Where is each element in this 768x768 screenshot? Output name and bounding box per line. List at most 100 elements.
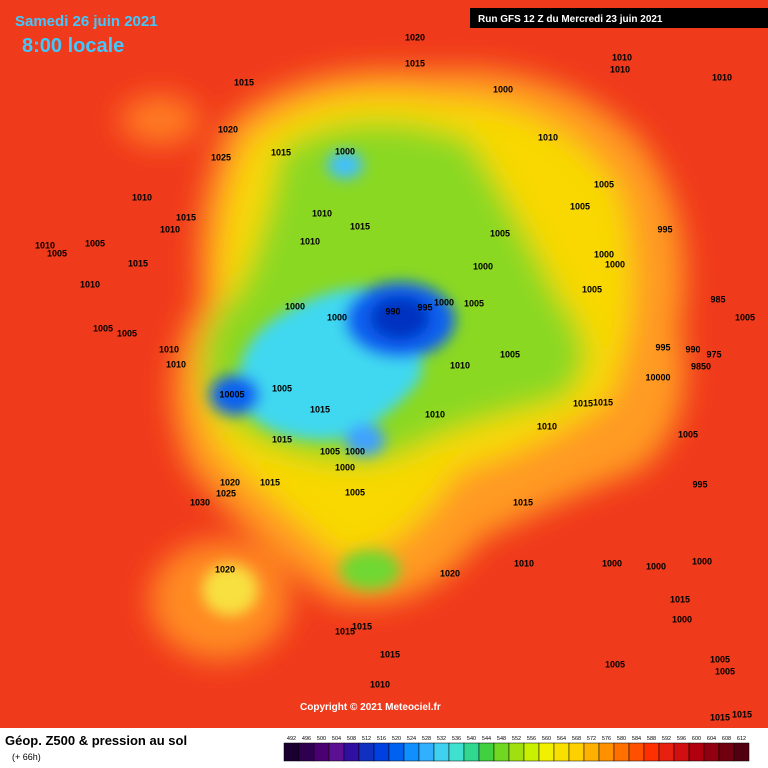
pressure-label: 1015 — [234, 77, 254, 87]
pressure-label: 1010 — [610, 64, 630, 74]
pressure-label: 995 — [692, 479, 707, 489]
run-info: Run GFS 12 Z du Mercredi 23 juin 2021 — [478, 14, 663, 25]
colorbar-label: 556 — [527, 736, 536, 742]
pressure-label: 1005 — [570, 201, 590, 211]
colorbar-label: 600 — [692, 736, 701, 742]
colorbar-swatch — [328, 742, 345, 762]
pressure-label: 9850 — [691, 361, 711, 371]
colorbar-swatch — [493, 742, 510, 762]
pressure-label: 1000 — [327, 312, 347, 322]
colorbar-label: 612 — [737, 736, 746, 742]
pressure-label: 1010 — [712, 72, 732, 82]
pressure-label: 1010 — [80, 279, 100, 289]
colorbar-label: 544 — [482, 736, 491, 742]
pressure-label: 985 — [710, 294, 725, 304]
pressure-label: 1015 — [271, 147, 291, 157]
colorbar-label: 572 — [587, 736, 596, 742]
footer-subtitle: (+ 66h) — [12, 752, 41, 762]
colorbar-swatch — [568, 742, 585, 762]
colorbar-swatch — [298, 742, 315, 762]
colorbar-swatch — [553, 742, 570, 762]
colorbar-label: 564 — [557, 736, 566, 742]
pressure-label: 1005 — [678, 429, 698, 439]
pressure-label: 1025 — [211, 152, 231, 162]
colorbar-label: 536 — [452, 736, 461, 742]
colorbar-swatch — [358, 742, 375, 762]
colorbar-swatch — [643, 742, 660, 762]
pressure-label: 1000 — [594, 249, 614, 259]
pressure-label: 1000 — [602, 558, 622, 568]
pressure-label: 1020 — [405, 32, 425, 42]
colorbar-label: 512 — [362, 736, 371, 742]
pressure-label: 1010 — [612, 52, 632, 62]
colorbar-swatch — [508, 742, 525, 762]
pressure-label: 1005 — [605, 659, 625, 669]
pressure-label: 1005 — [345, 487, 365, 497]
colorbar-swatch — [478, 742, 495, 762]
colorbar-swatch — [283, 742, 300, 762]
pressure-label: 1010 — [35, 240, 55, 250]
colorbar-swatch — [583, 742, 600, 762]
colorbar-swatch — [343, 742, 360, 762]
colorbar-label: 552 — [512, 736, 521, 742]
pressure-label: 995 — [657, 224, 672, 234]
pressure-label: 1010 — [132, 192, 152, 202]
pressure-label: 1010 — [425, 409, 445, 419]
colorbar-swatch — [688, 742, 705, 762]
colorbar-label: 560 — [542, 736, 551, 742]
pressure-label: 1000 — [285, 301, 305, 311]
colorbar-swatch — [613, 742, 630, 762]
pressure-label: 1005 — [490, 228, 510, 238]
colorbar-label: 540 — [467, 736, 476, 742]
pressure-label: 1015 — [380, 649, 400, 659]
pressure-label: 1010 — [159, 344, 179, 354]
pressure-label: 1005 — [47, 248, 67, 258]
colorbar-label: 576 — [602, 736, 611, 742]
colorbar-label: 568 — [572, 736, 581, 742]
colorbar-swatch — [628, 742, 645, 762]
pressure-label: 1010 — [370, 679, 390, 689]
pressure-label: 1005 — [594, 179, 614, 189]
colorbar-label: 496 — [302, 736, 311, 742]
pressure-label: 1005 — [85, 238, 105, 248]
colorbar-swatch — [373, 742, 390, 762]
colorbar-swatch — [673, 742, 690, 762]
colorbar-label: 508 — [347, 736, 356, 742]
pressure-label: 1010 — [312, 208, 332, 218]
pressure-label: 990 — [685, 344, 700, 354]
pressure-label: 1020 — [220, 477, 240, 487]
colorbar: 492 496 500 504 508 512 516 520 524 528 532 536 540 5… — [283, 736, 750, 762]
colorbar-label: 524 — [407, 736, 416, 742]
colorbar-label: 500 — [317, 736, 326, 742]
pressure-label: 1030 — [190, 497, 210, 507]
pressure-label: 1005 — [320, 446, 340, 456]
pressure-label: 1015 — [573, 398, 593, 408]
pressure-label: 1015 — [732, 709, 752, 719]
pressure-label: 1015 — [310, 404, 330, 414]
pressure-label: 995 — [417, 302, 432, 312]
colorbar-label: 548 — [497, 736, 506, 742]
pressure-label: 1005 — [735, 312, 755, 322]
colorbar-swatch — [523, 742, 540, 762]
pressure-label: 10005 — [219, 389, 244, 399]
colorbar-label: 584 — [632, 736, 641, 742]
pressure-label: 1015 — [128, 258, 148, 268]
colorbar-label: 504 — [332, 736, 341, 742]
pressure-label: 1005 — [500, 349, 520, 359]
colorbar-swatch — [703, 742, 720, 762]
pressure-label: 10000 — [645, 372, 670, 382]
colorbar-swatch — [733, 742, 750, 762]
pressure-label: 995 — [655, 342, 670, 352]
pressure-label: 1010 — [538, 132, 558, 142]
pressure-labels: 1020 1015 1010 1010 1010 1015 1000 1020 1010 1025… — [35, 32, 755, 722]
colorbar-swatch — [433, 742, 450, 762]
pressure-label: 1000 — [605, 259, 625, 269]
pressure-label: 1005 — [464, 298, 484, 308]
colorbar-label: 580 — [617, 736, 626, 742]
pressure-label: 1015 — [176, 212, 196, 222]
colorbar-label: 592 — [662, 736, 671, 742]
pressure-label: 1010 — [537, 421, 557, 431]
time: 8:00 locale — [22, 35, 124, 57]
pressure-label: 990 — [385, 306, 400, 316]
